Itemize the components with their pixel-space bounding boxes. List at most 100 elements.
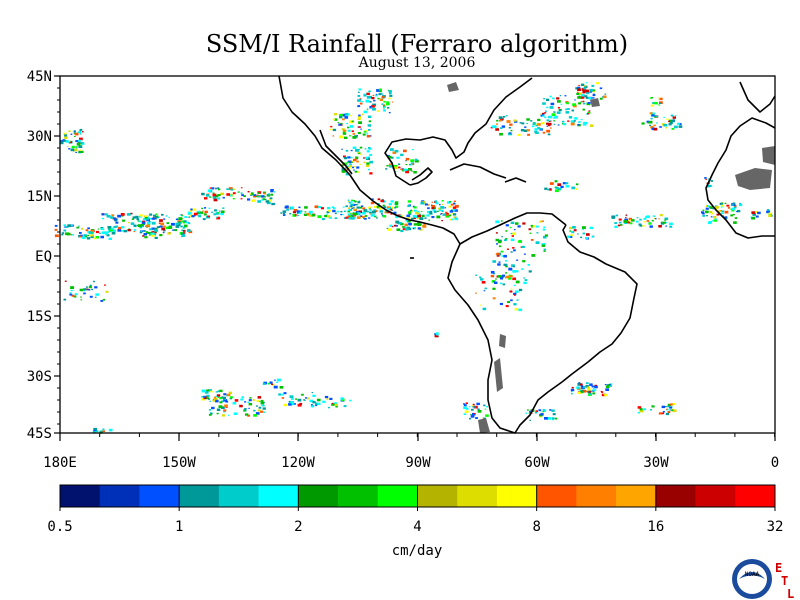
rain-cell: [449, 218, 452, 221]
rain-cell: [353, 212, 358, 216]
rain-cell: [542, 410, 545, 413]
rain-cell: [569, 235, 573, 238]
rain-cell: [372, 103, 377, 107]
rain-cell: [162, 232, 165, 234]
rain-cell: [334, 113, 338, 116]
rain-cell: [407, 211, 411, 214]
rain-cell: [668, 120, 671, 123]
rain-cell: [63, 224, 66, 226]
rain-cell: [154, 231, 157, 234]
rain-cell: [222, 207, 225, 209]
rain-cell: [454, 209, 458, 212]
rain-cell: [557, 124, 560, 126]
rain-cell: [441, 210, 444, 212]
rain-cell: [376, 110, 380, 112]
rain-cell: [265, 200, 270, 203]
rain-cell: [535, 411, 538, 414]
rain-cell: [542, 102, 546, 105]
rain-cell: [165, 215, 168, 217]
rain-cell: [340, 124, 343, 126]
rain-cell: [221, 414, 226, 417]
rain-cell: [659, 101, 663, 104]
rain-cell: [513, 284, 516, 287]
rain-cell: [332, 128, 337, 132]
rain-cell: [406, 214, 410, 217]
rain-cell: [154, 229, 158, 232]
rain-cell: [472, 403, 475, 406]
rain-cell: [151, 227, 155, 230]
rain-cell: [705, 178, 707, 180]
rain-cell: [721, 210, 725, 213]
rain-cell: [349, 125, 354, 128]
rain-cell: [334, 217, 337, 219]
rain-cell: [499, 119, 502, 122]
rain-cell: [304, 399, 306, 402]
rain-cell: [482, 307, 487, 311]
rain-cell: [263, 411, 266, 413]
rain-cell: [89, 234, 92, 237]
rain-cell: [665, 406, 667, 408]
rain-cell: [480, 278, 484, 281]
rain-cell: [183, 222, 186, 224]
rain-cell: [219, 401, 223, 404]
rain-cell: [495, 238, 499, 242]
rain-cell: [739, 202, 742, 205]
rain-cell: [290, 401, 294, 404]
rain-cell: [648, 222, 652, 225]
rain-cell: [149, 218, 152, 220]
rain-cell: [669, 409, 671, 411]
rain-cell: [69, 292, 72, 294]
rain-cell: [445, 215, 450, 218]
rain-cell: [709, 185, 713, 187]
colorbar-tick-label: 4: [413, 519, 421, 535]
rain-cell: [497, 275, 502, 278]
noaa-bird-icon: [739, 572, 765, 579]
rain-cell: [431, 201, 434, 203]
rain-cell: [415, 211, 419, 215]
rain-cell: [766, 210, 771, 214]
rain-cell: [163, 218, 166, 220]
rain-cell: [245, 413, 249, 416]
rain-cell: [358, 200, 361, 202]
rain-cell: [345, 216, 349, 219]
rain-cell: [389, 94, 393, 97]
rain-cell: [201, 192, 205, 196]
rain-cell: [216, 412, 219, 415]
rain-cell: [732, 213, 735, 216]
rain-cell: [202, 218, 206, 221]
rain-cell: [339, 114, 343, 117]
rain-cell: [358, 210, 363, 214]
colorbar-swatch: [258, 485, 299, 507]
rain-cell: [253, 194, 257, 196]
rain-cell: [560, 185, 564, 188]
rain-cell: [140, 230, 143, 232]
rain-cell: [177, 223, 181, 227]
rain-cell: [134, 215, 139, 219]
rain-cell: [549, 127, 552, 129]
rain-cell: [654, 101, 658, 105]
rain-cell: [70, 133, 73, 135]
rain-cell: [297, 398, 302, 402]
rain-cell: [363, 217, 367, 220]
rain-cell: [667, 406, 669, 408]
rain-cell: [350, 161, 353, 163]
rain-cell: [220, 212, 224, 216]
rain-cell: [566, 102, 569, 105]
rain-cell: [543, 248, 546, 251]
rain-cell: [221, 210, 225, 213]
rain-cell: [643, 217, 647, 220]
rain-cell: [523, 253, 526, 255]
rain-cell: [347, 209, 351, 211]
rain-cell: [577, 391, 581, 394]
rain-cell: [513, 294, 516, 296]
lon-tick-label: 180E: [43, 455, 77, 471]
rain-cell: [520, 246, 523, 248]
rain-cell: [70, 148, 75, 152]
rain-cell: [510, 299, 513, 302]
rain-cell: [448, 214, 452, 217]
rain-cell: [582, 123, 587, 126]
rain-cell: [146, 218, 149, 221]
rain-cell: [515, 280, 520, 284]
rain-cell: [539, 220, 543, 223]
rain-cell: [90, 229, 94, 233]
